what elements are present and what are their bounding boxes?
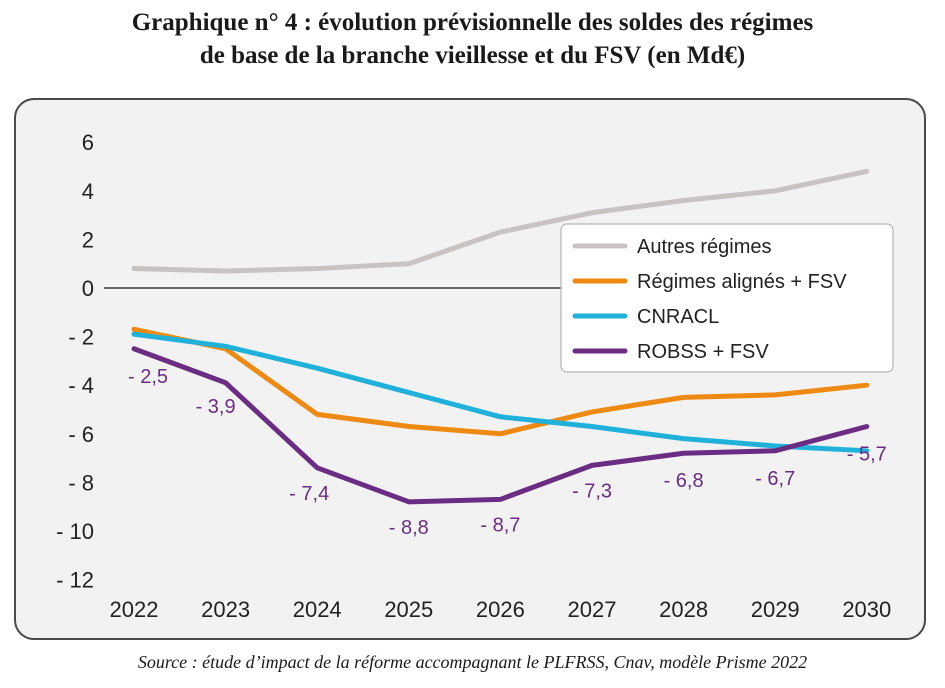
legend-box: [560, 223, 894, 373]
y-tick-label: 4: [82, 179, 94, 204]
series-line-1: [131, 168, 870, 274]
data-label: - 8,8: [389, 517, 429, 539]
x-tick-label: 2022: [110, 597, 159, 622]
x-tick-label: 2027: [568, 597, 617, 622]
x-tick-label: 2030: [842, 597, 891, 622]
chart-title-line-1: Graphique n° 4 : évolution prévisionnell…: [131, 9, 814, 36]
chart-title: Graphique n° 4 : évolution prévisionnell…: [0, 6, 945, 72]
legend-label-1: Autres régimes: [637, 236, 772, 258]
y-tick-label: - 12: [56, 568, 94, 593]
line-chart: 6 4 2 0 - 2 - 4 - 6 - 8 - 10 - 12 2022 2023 2024 2025…: [56, 130, 894, 622]
y-tick-label: - 2: [68, 325, 94, 350]
chart-title-line-2: de base de la branche vieillesse et du F…: [199, 42, 746, 69]
legend-label-4: ROBSS + FSV: [637, 341, 769, 363]
x-tick-label: 2026: [476, 597, 525, 622]
data-label: - 3,9: [196, 396, 236, 418]
x-tick-label: 2029: [751, 597, 800, 622]
y-tick-label: - 10: [56, 519, 94, 544]
y-tick-label: - 6: [68, 422, 94, 447]
x-tick-label: 2024: [293, 597, 342, 622]
y-tick-label: - 8: [68, 470, 94, 495]
legend-label-3: CNRACL: [637, 306, 719, 328]
data-label: - 6,7: [755, 468, 795, 490]
source-note: Source : étude d’impact de la réforme ac…: [137, 652, 808, 672]
series-line-3: [131, 331, 870, 454]
data-label: - 5,7: [847, 444, 887, 466]
data-label: - 6,8: [664, 470, 704, 492]
y-tick-label: - 4: [68, 373, 94, 398]
series-line-2: [131, 326, 870, 437]
y-tick-label: 0: [82, 276, 94, 301]
data-label: - 2,5: [128, 366, 168, 388]
y-tick-label: 2: [82, 227, 94, 252]
data-label: - 7,3: [572, 480, 612, 502]
y-tick-label: 6: [82, 130, 94, 155]
x-tick-label: 2023: [201, 597, 250, 622]
data-label: - 8,7: [480, 514, 520, 536]
series-line-4: [131, 346, 870, 505]
chart-frame: 6 4 2 0 - 2 - 4 - 6 - 8 - 10 - 12 2022 2023 2024 2025…: [14, 98, 926, 640]
data-label: - 7,4: [289, 483, 329, 505]
x-tick-label: 2028: [659, 597, 708, 622]
legend-label-2: Régimes alignés + FSV: [637, 271, 847, 293]
x-tick-label: 2025: [384, 597, 433, 622]
